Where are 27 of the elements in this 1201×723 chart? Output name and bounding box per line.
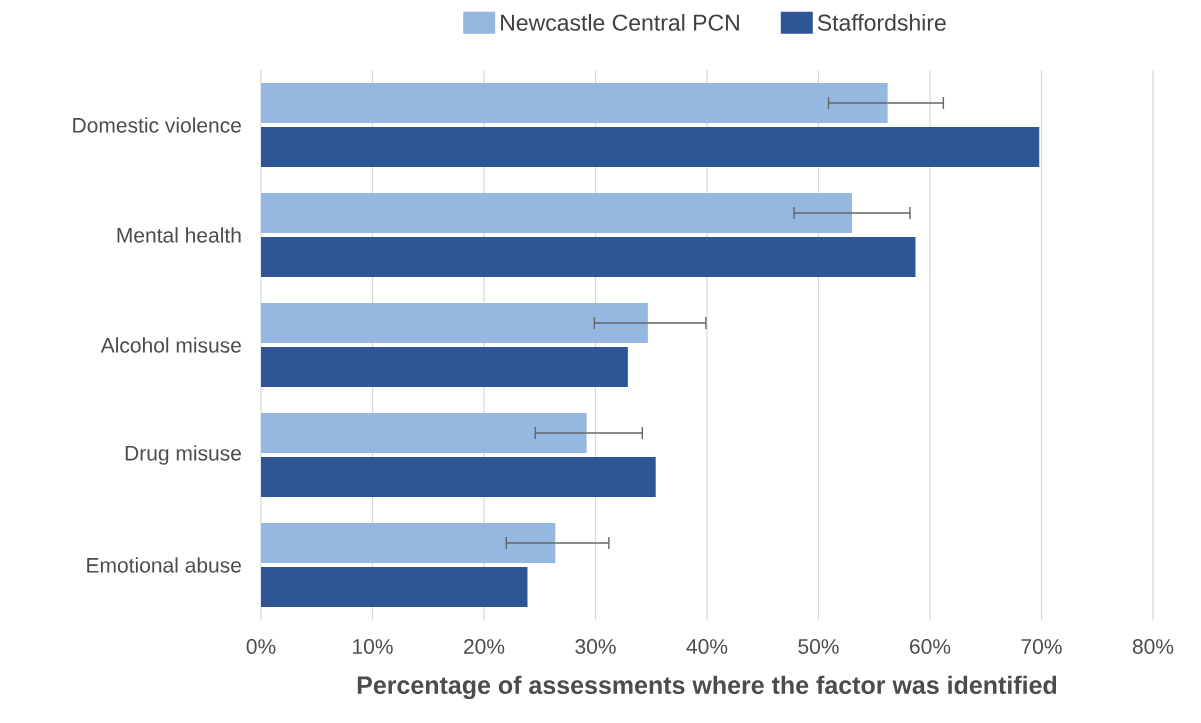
x-tick-label: 50%: [798, 639, 839, 654]
bar: [261, 237, 916, 277]
x-tick-label: 60%: [910, 639, 951, 654]
y-tick-label: Emotional abuse: [87, 557, 241, 573]
bar: [261, 193, 852, 233]
x-axis-title: Percentage of assessments where the factor was identified: [357, 675, 1057, 700]
legend-label: Newcastle Central PCN: [501, 13, 739, 31]
x-tick-label: 80%: [1132, 639, 1174, 654]
bar: [261, 347, 628, 387]
bar: [261, 522, 556, 563]
bar: [261, 566, 528, 607]
bar: [261, 127, 1040, 167]
x-tick-label: 40%: [686, 639, 728, 654]
legend-label: Staffordshire: [817, 13, 946, 31]
bar: [261, 456, 656, 497]
x-tick-label: 30%: [575, 639, 616, 654]
bar: [261, 412, 587, 453]
x-tick-label: 0%: [246, 639, 276, 654]
x-tick-label: 20%: [464, 639, 505, 654]
y-tick-label: Drug misuse: [125, 445, 241, 465]
bar: [261, 303, 648, 343]
y-tick-label: Alcohol misuse: [100, 337, 241, 353]
bar: [261, 83, 888, 123]
x-tick-label: 70%: [1021, 639, 1062, 654]
y-tick-label: Domestic violence: [73, 117, 241, 133]
y-tick-label: Mental health: [117, 227, 241, 243]
x-tick-label: 10%: [353, 639, 393, 654]
